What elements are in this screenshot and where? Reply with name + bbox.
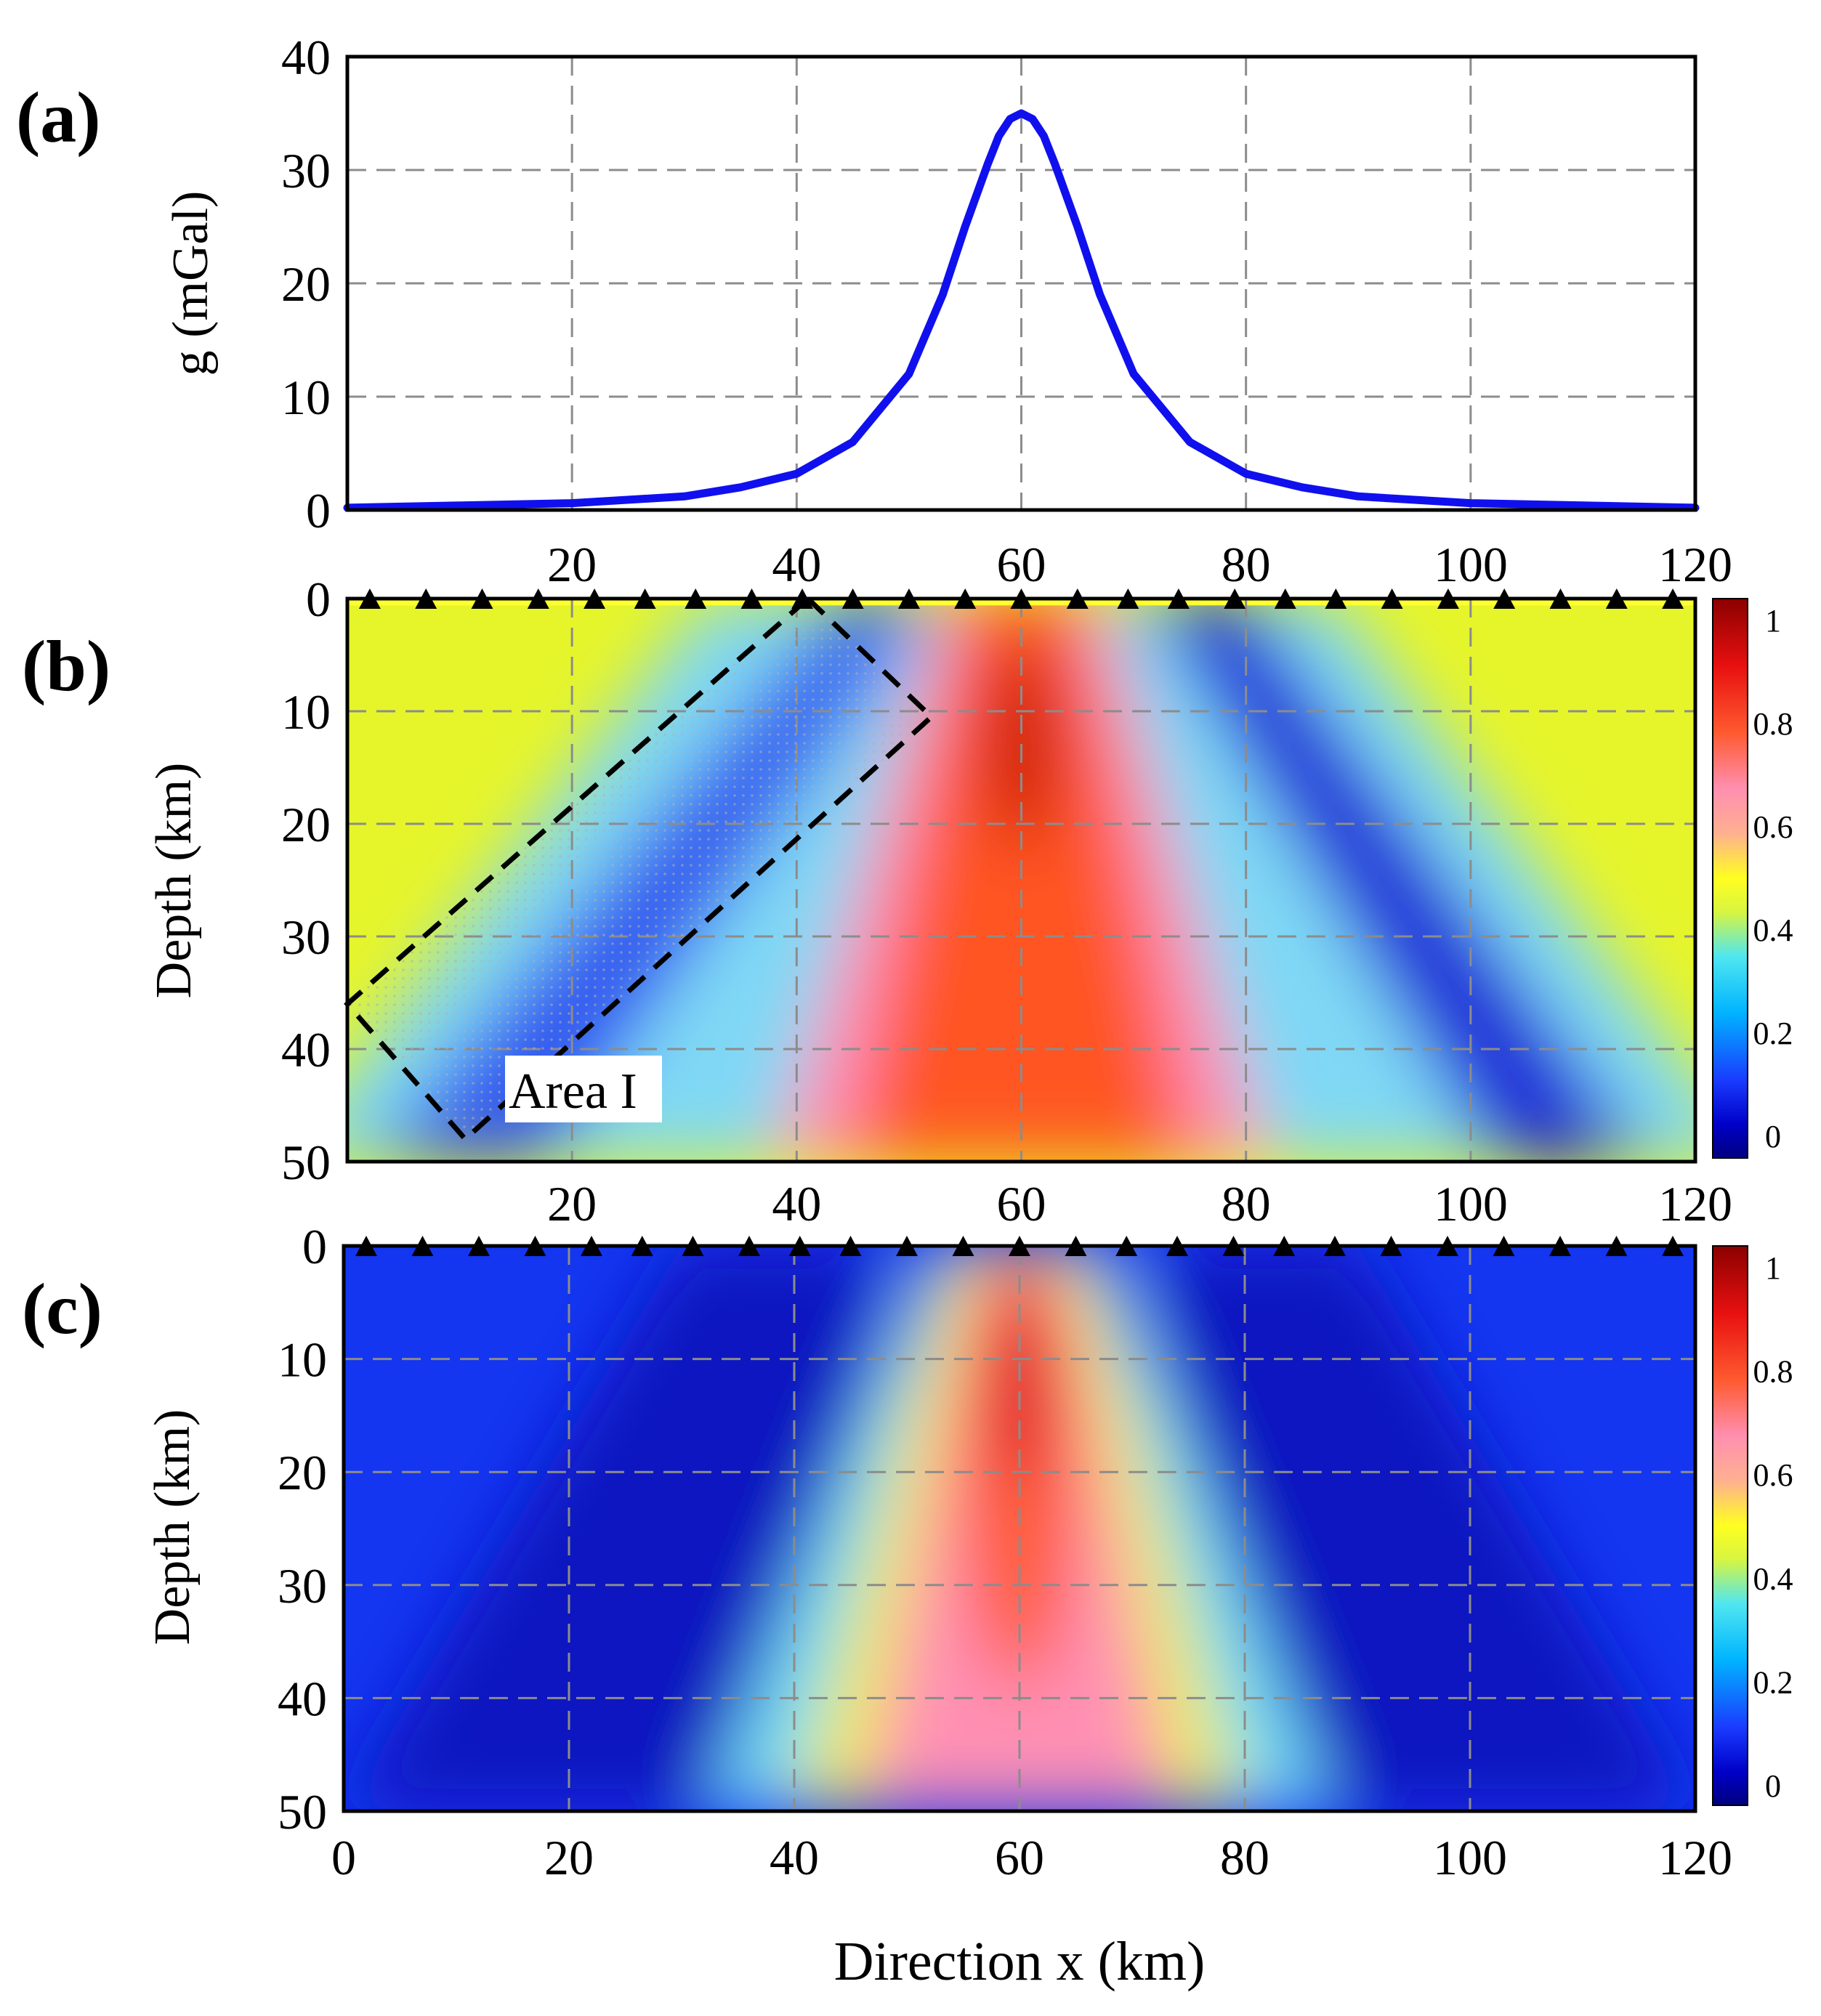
area-i-label: Area I	[509, 1064, 637, 1120]
panel-a-grid	[347, 57, 1695, 510]
x-tick-label: 0	[331, 1830, 356, 1885]
panel-b-grid	[347, 599, 1695, 1162]
x-tick-label: 20	[547, 537, 597, 592]
panel-b-x-ticks: 20 40 60 80 100 120	[547, 1176, 1732, 1231]
y-tick-label: 50	[278, 1784, 327, 1839]
y-tick-label: 20	[281, 797, 331, 852]
panel-c-frame	[342, 1244, 1697, 1813]
panel-label-b: (b)	[22, 626, 110, 706]
y-tick-label: 40	[281, 1022, 331, 1077]
x-tick-label: 60	[997, 537, 1046, 592]
colorbar-tick-label: 0.4	[1753, 1561, 1793, 1597]
panel-b-y-ticks: 0 10 20 30 40 50	[281, 572, 331, 1190]
x-tick-label: 120	[1658, 537, 1732, 592]
panel-c-x-ticks: 0 20 40 60 80 100 120	[331, 1830, 1732, 1885]
panel-c-y-ticks: 0 10 20 30 40 50	[278, 1219, 327, 1839]
panel-b-colorbar-ticks: 0 0.2 0.4 0.6 0.8 1	[1753, 603, 1793, 1154]
y-tick-label: 30	[278, 1558, 327, 1614]
panel-b-colorbar	[1712, 598, 1748, 1159]
y-tick-label: 0	[302, 1219, 327, 1274]
y-tick-label: 10	[281, 684, 331, 740]
x-tick-label: 80	[1222, 537, 1271, 592]
y-tick-label: 20	[281, 256, 331, 312]
area-i-stipple	[347, 599, 932, 1139]
colorbar-tick-label: 1	[1765, 1250, 1781, 1286]
x-tick-label: 120	[1658, 1830, 1732, 1885]
x-tick-label: 100	[1434, 537, 1508, 592]
x-tick-label: 40	[772, 1176, 821, 1231]
x-tick-label: 60	[997, 1176, 1046, 1231]
panel-c-ylabel: Depth (km)	[145, 1409, 201, 1645]
x-tick-label: 100	[1434, 1176, 1508, 1231]
x-tick-label: 40	[770, 1830, 819, 1885]
gravity-curve-line	[343, 109, 1700, 512]
y-tick-label: 30	[281, 143, 331, 198]
x-tick-label: 120	[1658, 1176, 1732, 1231]
y-tick-label: 10	[281, 370, 331, 425]
y-tick-label: 40	[281, 30, 331, 85]
y-tick-label: 20	[278, 1445, 327, 1500]
panel-c-colorbar	[1712, 1245, 1748, 1806]
panel-a-y-ticks: 0 10 20 30 40	[281, 30, 331, 538]
y-tick-label: 30	[281, 910, 331, 965]
colorbar-tick-label: 0.4	[1753, 912, 1793, 948]
colorbar-tick-label: 0.8	[1753, 706, 1793, 742]
x-tick-label: 20	[547, 1176, 597, 1231]
y-tick-label: 10	[278, 1332, 327, 1388]
colorbar-tick-label: 0.2	[1753, 1664, 1793, 1700]
y-tick-label: 0	[306, 572, 331, 627]
x-tick-label: 60	[995, 1830, 1044, 1885]
x-axis-label: Direction x (km)	[834, 1931, 1206, 1992]
colorbar-tick-label: 0.6	[1753, 809, 1793, 845]
panel-c-grid	[344, 1246, 1695, 1811]
colorbar-tick-label: 0.8	[1753, 1354, 1793, 1390]
x-tick-label: 80	[1222, 1176, 1271, 1231]
colorbar-tick-label: 0	[1765, 1119, 1781, 1154]
x-tick-label: 20	[544, 1830, 594, 1885]
colorbar-tick-label: 0.6	[1753, 1457, 1793, 1493]
x-tick-label: 40	[772, 537, 821, 592]
x-tick-label: 100	[1433, 1830, 1507, 1885]
panel-a-x-ticks: 20 40 60 80 100 120	[547, 537, 1732, 592]
panel-a-frame	[345, 54, 1697, 512]
panel-c-colorbar-ticks: 0 0.2 0.4 0.6 0.8 1	[1753, 1250, 1793, 1804]
panel-a-ylabel: g (mGal)	[163, 191, 219, 376]
y-tick-label: 0	[306, 483, 331, 538]
area-i-label-bg	[505, 1056, 662, 1122]
panel-label-c: (c)	[22, 1268, 102, 1349]
panel-label-a: (a)	[16, 77, 101, 158]
panel-b-ylabel: Depth (km)	[146, 763, 202, 999]
area-i-outline	[344, 595, 935, 1143]
x-tick-label: 80	[1220, 1830, 1269, 1885]
panel-b-frame	[345, 596, 1697, 1164]
y-tick-label: 50	[281, 1135, 331, 1190]
colorbar-tick-label: 0	[1765, 1768, 1781, 1804]
colorbar-tick-label: 1	[1765, 603, 1781, 639]
y-tick-label: 40	[278, 1671, 327, 1726]
colorbar-tick-label: 0.2	[1753, 1016, 1793, 1051]
